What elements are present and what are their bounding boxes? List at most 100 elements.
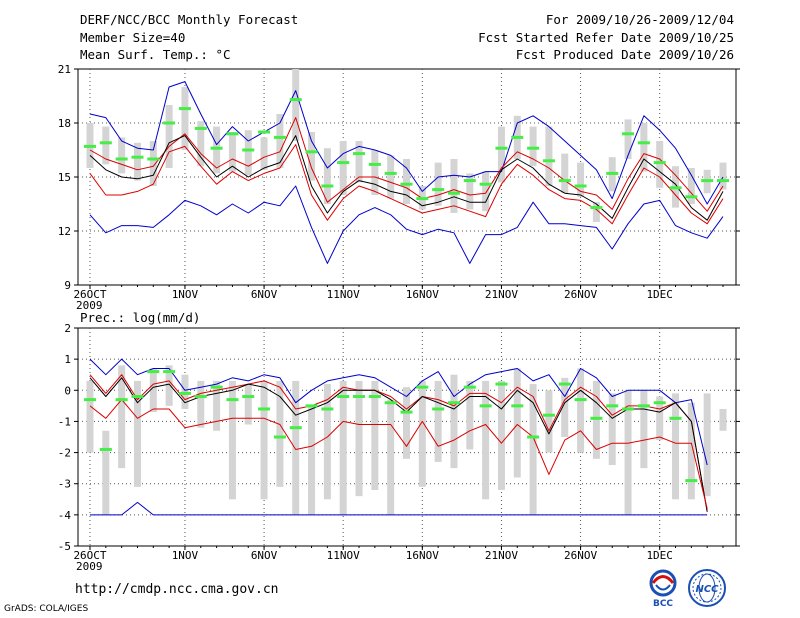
website-link[interactable]: http://cmdp.ncc.cma.gov.cn xyxy=(75,582,279,597)
panel1-median-marker xyxy=(495,146,508,150)
panel2-median-marker xyxy=(242,395,255,399)
panel1-box xyxy=(260,137,268,170)
panel1-box xyxy=(403,159,410,204)
panel1-box xyxy=(244,130,252,176)
panel2-median-marker xyxy=(384,401,397,405)
panel2-median-marker xyxy=(163,370,176,374)
panel2-median-marker xyxy=(590,416,603,420)
grads-credit: GrADS: COLA/IGES xyxy=(4,604,89,614)
panel2-median-marker xyxy=(131,395,144,399)
panel1-median-marker xyxy=(606,171,619,175)
panel2-median-marker xyxy=(542,413,555,417)
panel2-box xyxy=(339,380,347,515)
panel2-box xyxy=(197,380,205,428)
panel2-title: Prec.: log(mm/d) xyxy=(80,310,200,325)
panel2-box xyxy=(102,430,110,515)
panel1-median-marker xyxy=(558,179,571,183)
panel1-ytick-label: 12 xyxy=(58,225,71,238)
panel1-box xyxy=(640,123,648,172)
panel1-box xyxy=(181,87,189,150)
panel2-box xyxy=(165,365,173,406)
panel2-xtick-label: 11NOV xyxy=(327,549,360,562)
panel1-box xyxy=(719,162,727,190)
panel2-box xyxy=(497,380,505,490)
panel1-box xyxy=(497,126,505,183)
panel1-xtick-label: 26OCT xyxy=(73,288,106,301)
panel1-box xyxy=(434,162,442,206)
panel1-box xyxy=(165,105,173,168)
panel2-xtick-sublabel: 2009 xyxy=(76,560,103,573)
panel2-xtick-label: 1DEC xyxy=(646,549,673,562)
panel2-box xyxy=(529,384,537,515)
panel1-median-marker xyxy=(99,141,112,145)
panel2-median-marker xyxy=(558,382,571,386)
panel1-box xyxy=(450,159,458,213)
panel2-median-marker xyxy=(368,395,381,399)
panel2-median-marker xyxy=(84,398,96,402)
panel2-box xyxy=(323,384,331,500)
panel2-ytick-label: 0 xyxy=(64,384,71,397)
panel2-series-q25 xyxy=(89,399,708,509)
panel1-box xyxy=(355,141,363,183)
panel2-median-marker xyxy=(226,398,239,402)
panel2-median-marker xyxy=(527,435,540,439)
panel1-box xyxy=(656,141,664,188)
panel2-median-marker xyxy=(463,385,476,389)
panel2-median-marker xyxy=(574,398,587,402)
panel2-xtick-label: 1NOV xyxy=(172,549,199,562)
panel2-box xyxy=(213,380,221,431)
panel2-box xyxy=(403,387,410,459)
panel1-box xyxy=(624,119,632,159)
panel2-box xyxy=(624,390,632,515)
panel1-xtick-label: 1DEC xyxy=(646,288,673,301)
panel2-median-marker xyxy=(653,401,666,405)
panel2-box xyxy=(228,380,236,500)
panel1-median-marker xyxy=(542,159,555,163)
panel2-box xyxy=(482,380,490,500)
panel2-series-mean xyxy=(89,377,708,512)
panel1-median-marker xyxy=(147,157,160,161)
panel1-xtick-label: 6NOV xyxy=(251,288,278,301)
panel2-median-marker xyxy=(685,479,698,483)
panel2-xtick-label: 21NOV xyxy=(485,549,518,562)
panel1-median-marker xyxy=(305,150,318,154)
panel2-box xyxy=(133,380,141,487)
panel2-median-marker xyxy=(622,407,635,411)
panel1-median-marker xyxy=(574,184,587,188)
panel1-median-marker xyxy=(432,188,445,192)
panel1-box xyxy=(149,141,157,186)
panel2-box xyxy=(308,405,316,515)
panel1-median-marker xyxy=(194,126,207,130)
panel1-xtick-label: 11NOV xyxy=(327,288,360,301)
panel1-median-marker xyxy=(131,155,144,159)
panel2-box xyxy=(640,390,648,469)
panel1-median-marker xyxy=(242,148,255,152)
panel1-median-marker xyxy=(669,186,682,190)
panel1-median-marker xyxy=(163,121,176,125)
panel1-median-marker xyxy=(527,146,540,150)
panel1-median-marker xyxy=(416,197,429,201)
panel2-box xyxy=(513,368,521,478)
panel1-box xyxy=(308,132,316,181)
panel2-series-max xyxy=(89,358,708,466)
panel1-box xyxy=(339,141,347,195)
panel2-box xyxy=(561,377,569,437)
panel2-median-marker xyxy=(432,407,445,411)
panel1-median-marker xyxy=(384,171,397,175)
panel1-box xyxy=(118,137,126,174)
member-size: Member Size=40 xyxy=(80,30,186,45)
panel1-box xyxy=(292,69,300,141)
ncc-logo: NCC xyxy=(688,569,726,607)
panel2-ytick-label: -1 xyxy=(58,415,71,428)
panel1-median-marker xyxy=(590,206,603,210)
panel1-box xyxy=(133,142,141,181)
panel2-box xyxy=(450,374,458,469)
panel2-median-marker xyxy=(194,395,207,399)
panel2-ytick-label: 2 xyxy=(64,322,71,335)
panel2-median-marker xyxy=(479,404,492,408)
panel1-series-mean xyxy=(89,135,724,221)
panel2-median-marker xyxy=(400,410,413,414)
panel2-median-marker xyxy=(447,401,460,405)
